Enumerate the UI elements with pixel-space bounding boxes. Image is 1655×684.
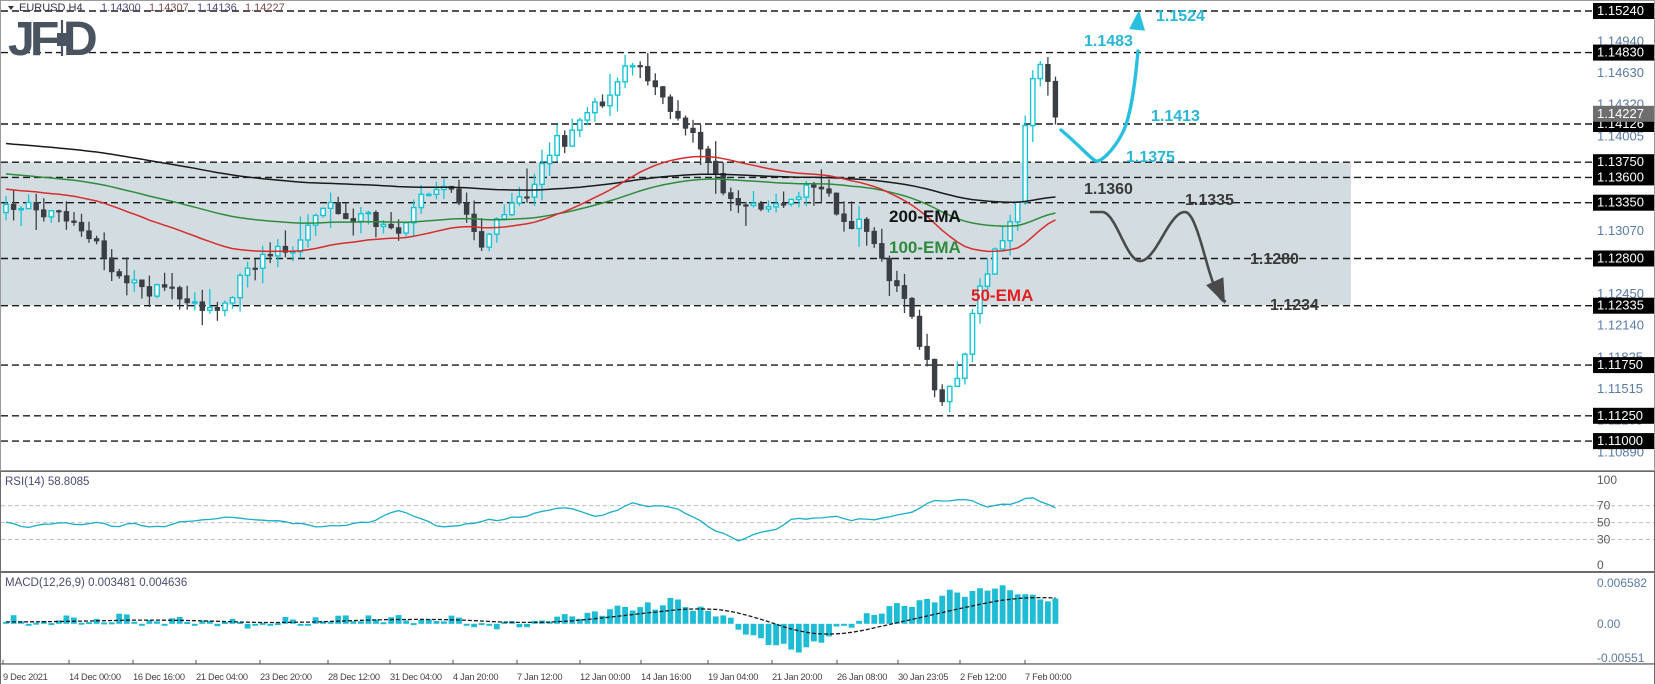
svg-text:1.11250: 1.11250 bbox=[1597, 408, 1643, 423]
svg-text:1.1360: 1.1360 bbox=[1084, 181, 1133, 198]
svg-text:70: 70 bbox=[1597, 499, 1611, 513]
svg-text:0.006582: 0.006582 bbox=[1597, 576, 1647, 590]
svg-text:1.11000: 1.11000 bbox=[1597, 433, 1643, 448]
svg-text:1.13070: 1.13070 bbox=[1597, 223, 1644, 238]
svg-text:1.1375: 1.1375 bbox=[1126, 149, 1175, 166]
svg-text:1.11515: 1.11515 bbox=[1597, 381, 1643, 396]
svg-text:1.14300: 1.14300 bbox=[101, 2, 141, 14]
svg-text:12 Jan 00:00: 12 Jan 00:00 bbox=[580, 672, 630, 682]
svg-text:4 Jan 20:00: 4 Jan 20:00 bbox=[453, 672, 498, 682]
svg-text:1.12335: 1.12335 bbox=[1597, 298, 1644, 313]
svg-text:1.14630: 1.14630 bbox=[1597, 65, 1644, 80]
svg-text:1.1234: 1.1234 bbox=[1270, 297, 1319, 314]
svg-text:2 Feb 12:00: 2 Feb 12:00 bbox=[960, 672, 1006, 682]
svg-text:21 Jan 20:00: 21 Jan 20:00 bbox=[772, 672, 822, 682]
svg-text:1.1413: 1.1413 bbox=[1151, 108, 1200, 125]
svg-text:7 Feb 00:00: 7 Feb 00:00 bbox=[1025, 672, 1071, 682]
svg-text:100: 100 bbox=[1597, 473, 1617, 487]
svg-text:50: 50 bbox=[1597, 516, 1611, 530]
svg-text:-0.00551: -0.00551 bbox=[1597, 651, 1645, 665]
svg-text:1.1280: 1.1280 bbox=[1250, 251, 1299, 268]
svg-text:50-EMA: 50-EMA bbox=[971, 286, 1033, 305]
svg-text:26 Jan 08:00: 26 Jan 08:00 bbox=[837, 672, 887, 682]
svg-text:19 Jan 04:00: 19 Jan 04:00 bbox=[708, 672, 758, 682]
svg-text:100-EMA: 100-EMA bbox=[889, 238, 961, 257]
svg-text:31 Dec 04:00: 31 Dec 04:00 bbox=[390, 672, 442, 682]
svg-text:14 Dec 00:00: 14 Dec 00:00 bbox=[69, 672, 121, 682]
svg-text:200-EMA: 200-EMA bbox=[889, 207, 961, 226]
svg-text:1.13600: 1.13600 bbox=[1597, 169, 1644, 184]
svg-text:30: 30 bbox=[1597, 533, 1611, 547]
svg-text:D: D bbox=[63, 13, 98, 66]
svg-text:1.14307: 1.14307 bbox=[149, 2, 189, 14]
svg-text:RSI(14) 58.8085: RSI(14) 58.8085 bbox=[5, 476, 89, 488]
svg-text:1.14830: 1.14830 bbox=[1597, 45, 1644, 60]
svg-text:1.1335: 1.1335 bbox=[1185, 192, 1234, 209]
svg-text:7 Jan 12:00: 7 Jan 12:00 bbox=[517, 672, 562, 682]
svg-text:1.1483: 1.1483 bbox=[1084, 33, 1133, 50]
svg-text:1.13750: 1.13750 bbox=[1597, 154, 1644, 169]
svg-text:28 Dec 12:00: 28 Dec 12:00 bbox=[328, 672, 380, 682]
svg-text:1.12140: 1.12140 bbox=[1597, 318, 1644, 333]
svg-text:0.00: 0.00 bbox=[1597, 617, 1621, 631]
svg-text:1.14136: 1.14136 bbox=[197, 2, 237, 14]
svg-text:F: F bbox=[30, 13, 59, 66]
svg-text:1.1524: 1.1524 bbox=[1156, 8, 1205, 25]
svg-text:30 Jan 23:05: 30 Jan 23:05 bbox=[898, 672, 948, 682]
svg-text:1.15240: 1.15240 bbox=[1597, 3, 1644, 18]
svg-text:1.14227: 1.14227 bbox=[1597, 106, 1644, 121]
svg-text:1.12800: 1.12800 bbox=[1597, 251, 1644, 266]
svg-text:1.13350: 1.13350 bbox=[1597, 195, 1644, 210]
svg-text:1.11750: 1.11750 bbox=[1597, 357, 1643, 372]
svg-text:9 Dec 2021: 9 Dec 2021 bbox=[3, 672, 48, 682]
svg-text:MACD(12,26,9) 0.003481 0.00463: MACD(12,26,9) 0.003481 0.004636 bbox=[5, 577, 187, 589]
svg-text:1.14227: 1.14227 bbox=[245, 2, 285, 14]
svg-text:16 Dec 16:00: 16 Dec 16:00 bbox=[133, 672, 185, 682]
svg-text:23 Dec 20:00: 23 Dec 20:00 bbox=[260, 672, 312, 682]
svg-text:0: 0 bbox=[1597, 558, 1604, 572]
svg-text:21 Dec 04:00: 21 Dec 04:00 bbox=[196, 672, 248, 682]
svg-text:14 Jan 16:00: 14 Jan 16:00 bbox=[641, 672, 691, 682]
